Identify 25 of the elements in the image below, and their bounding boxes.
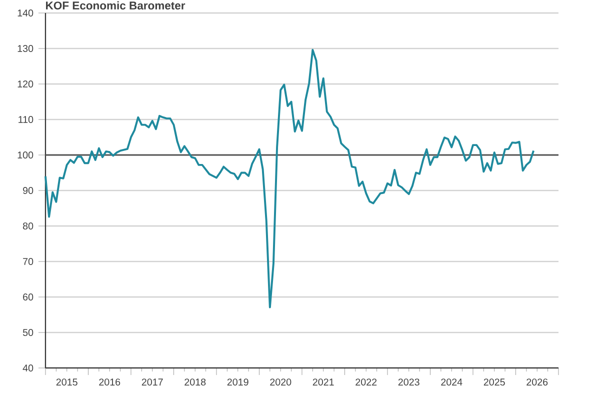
x-tick-label: 2021 (312, 378, 334, 386)
y-tick-label: 100 (18, 152, 34, 158)
y-tick-label: 80 (22, 222, 34, 230)
x-tick-label: 2022 (356, 378, 377, 386)
x-tick-label: 2024 (441, 378, 462, 386)
x-tick-label: 2023 (398, 378, 420, 386)
y-tick-label: 70 (23, 258, 34, 265)
x-tick-label: 2016 (99, 378, 120, 386)
y-tick-label: 130 (18, 45, 34, 52)
y-tick-label: 110 (18, 116, 34, 123)
line-series (44, 48, 535, 308)
y-tick-label: 50 (22, 329, 34, 336)
x-tick-label: 2026 (526, 378, 548, 386)
y-tick-label: 40 (22, 364, 34, 372)
x-tick-label: 2017 (142, 378, 163, 386)
x-tick-label: 2018 (184, 378, 206, 386)
chart-title: KOF Economic Barometer (46, 1, 186, 10)
y-tick-label: 120 (18, 80, 34, 88)
y-tick-label: 90 (23, 187, 34, 194)
x-tick-label: 2025 (484, 378, 505, 386)
y-tick-label: 60 (23, 294, 34, 300)
x-tick-label: 2019 (227, 378, 248, 386)
x-tick-label: 2015 (56, 378, 78, 386)
y-tick-label: 140 (18, 10, 34, 16)
x-tick-label: 2020 (270, 378, 292, 386)
